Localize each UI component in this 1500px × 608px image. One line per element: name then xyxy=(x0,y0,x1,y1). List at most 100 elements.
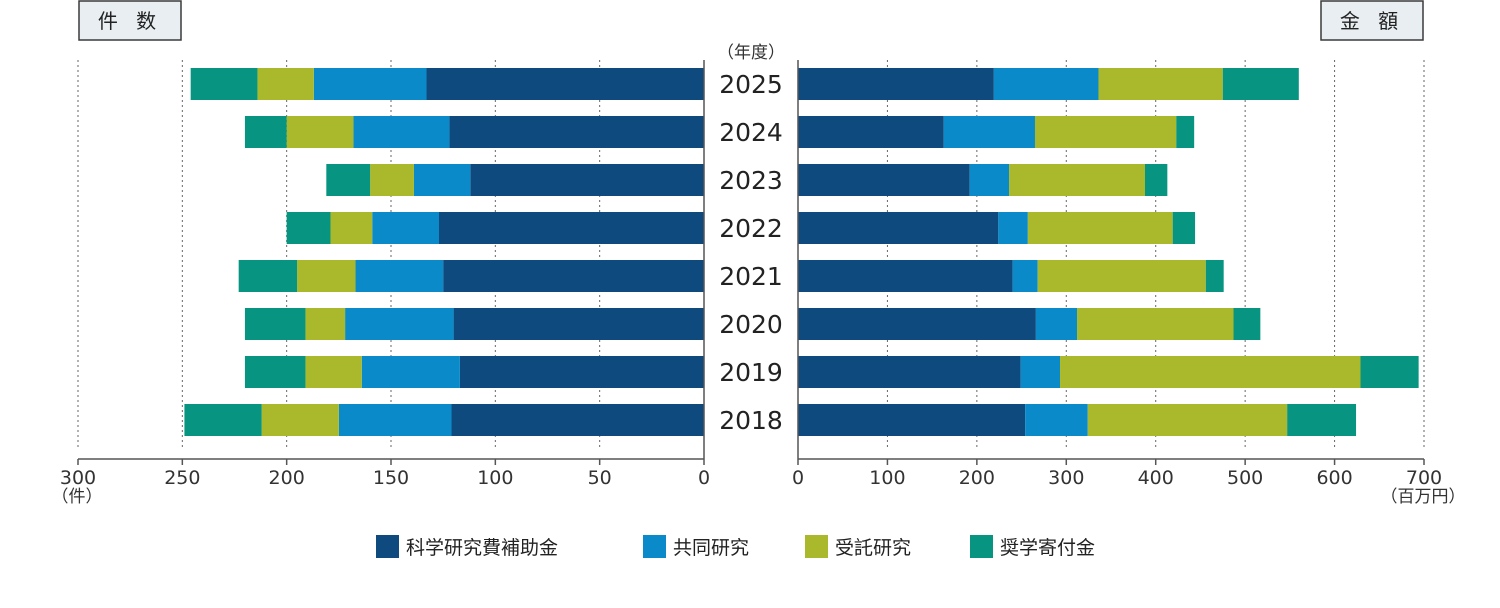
legend-label: 奨学寄付金 xyxy=(1000,537,1095,559)
year-label: 2023 xyxy=(719,166,783,195)
left-bar-2025-s1 xyxy=(313,68,427,100)
left-bar-2023-s3 xyxy=(326,164,371,196)
left-bar-2020-s0 xyxy=(453,308,704,340)
left-bar-2024-s0 xyxy=(449,116,704,148)
right-bar-2023-s1 xyxy=(969,164,1010,196)
left-bar-2023-s2 xyxy=(370,164,414,196)
right-bar-2021-s1 xyxy=(1012,260,1038,292)
left-tick-label: 100 xyxy=(477,467,513,489)
left-unit-label: （件） xyxy=(52,487,103,507)
left-bar-2018-s0 xyxy=(451,404,704,436)
right-bar-2024-s3 xyxy=(1176,116,1195,148)
left-bar-2023-s0 xyxy=(470,164,704,196)
right-bar-2021-s3 xyxy=(1205,260,1224,292)
bars xyxy=(184,68,1419,436)
right-bar-2019-s0 xyxy=(798,356,1021,388)
right-bar-2024-s2 xyxy=(1034,116,1177,148)
right-bar-2023-s3 xyxy=(1144,164,1168,196)
left-bar-2020-s2 xyxy=(305,308,346,340)
left-bar-2021-s0 xyxy=(443,260,704,292)
right-bar-2025-s3 xyxy=(1222,68,1299,100)
right-bar-2019-s2 xyxy=(1060,356,1361,388)
year-label: 2020 xyxy=(719,310,783,339)
right-bar-2019-s1 xyxy=(1020,356,1061,388)
right-bar-2022-s1 xyxy=(998,212,1028,244)
left-bar-2020-s3 xyxy=(244,308,306,340)
left-panel-title: 件 数 xyxy=(78,0,182,41)
left-bar-2025-s3 xyxy=(190,68,258,100)
left-bar-2021-s2 xyxy=(297,260,356,292)
category-header: （年度） xyxy=(717,43,785,63)
right-bar-2022-s2 xyxy=(1027,212,1173,244)
right-bar-2023-s0 xyxy=(798,164,970,196)
left-bar-2025-s0 xyxy=(426,68,704,100)
right-tick-label: 0 xyxy=(792,467,804,489)
left-bar-2025-s2 xyxy=(257,68,314,100)
legend-swatch xyxy=(376,535,399,558)
legend-label: 受託研究 xyxy=(835,537,911,559)
left-bar-2018-s3 xyxy=(184,404,262,436)
right-tick-label: 400 xyxy=(1138,467,1174,489)
left-bar-2024-s2 xyxy=(286,116,354,148)
legend-swatch xyxy=(970,535,993,558)
left-bar-2019-s3 xyxy=(244,356,306,388)
left-bar-2021-s1 xyxy=(355,260,444,292)
left-tick-label: 250 xyxy=(164,467,200,489)
legend: 科学研究費補助金 共同研究 受託研究 奨学寄付金 xyxy=(376,535,1095,559)
right-bar-2018-s0 xyxy=(798,404,1026,436)
right-bar-2021-s2 xyxy=(1037,260,1206,292)
left-tick-label: 200 xyxy=(269,467,305,489)
right-panel-title: 金 額 xyxy=(1320,0,1424,41)
left-bar-2018-s1 xyxy=(338,404,452,436)
legend-label: 共同研究 xyxy=(673,537,749,559)
left-bar-2022-s3 xyxy=(286,212,331,244)
year-label: 2024 xyxy=(719,118,783,147)
year-label: 2018 xyxy=(719,406,783,435)
left-tick-label: 0 xyxy=(698,467,710,489)
legend-label: 科学研究費補助金 xyxy=(406,537,558,559)
right-tick-label: 300 xyxy=(1048,467,1084,489)
year-label: 2022 xyxy=(719,214,783,243)
right-tick-label: 700 xyxy=(1406,467,1442,489)
left-panel-title-text: 件 数 xyxy=(98,9,162,33)
left-bar-2024-s3 xyxy=(244,116,287,148)
right-bar-2023-s2 xyxy=(1009,164,1145,196)
right-bar-2025-s1 xyxy=(993,68,1099,100)
right-bar-2020-s2 xyxy=(1077,308,1234,340)
right-tick-label: 500 xyxy=(1227,467,1263,489)
right-bar-2019-s3 xyxy=(1360,356,1419,388)
left-tick-label: 150 xyxy=(373,467,409,489)
right-bar-2020-s1 xyxy=(1035,308,1078,340)
right-tick-label: 200 xyxy=(959,467,995,489)
right-bar-2024-s1 xyxy=(943,116,1035,148)
right-tick-label: 600 xyxy=(1316,467,1352,489)
right-bar-2024-s0 xyxy=(798,116,944,148)
year-label: 2019 xyxy=(719,358,783,387)
right-bar-2018-s2 xyxy=(1087,404,1288,436)
left-bar-2022-s1 xyxy=(372,212,439,244)
right-bar-2021-s0 xyxy=(798,260,1013,292)
year-labels: 2025 2024 2023 2022 2021 2020 2019 2018 xyxy=(719,70,783,435)
right-panel-title-text: 金 額 xyxy=(1340,9,1404,33)
left-bar-2021-s3 xyxy=(238,260,298,292)
left-bar-2024-s1 xyxy=(353,116,450,148)
left-bar-2022-s0 xyxy=(438,212,704,244)
left-bar-2019-s2 xyxy=(305,356,362,388)
axes: 300 250 200 150 100 50 0 0 100 200 300 400 500 600 700 xyxy=(60,60,1442,489)
legend-swatch xyxy=(805,535,828,558)
right-bar-2020-s3 xyxy=(1233,308,1261,340)
left-tick-label: 50 xyxy=(588,467,612,489)
left-bar-2018-s2 xyxy=(261,404,339,436)
year-label: 2025 xyxy=(719,70,783,99)
right-bar-2020-s0 xyxy=(798,308,1036,340)
left-bar-2019-s1 xyxy=(361,356,460,388)
right-bar-2018-s1 xyxy=(1025,404,1088,436)
left-bar-2019-s0 xyxy=(459,356,704,388)
right-bar-2022-s0 xyxy=(798,212,999,244)
right-unit-label: （百万円） xyxy=(1381,487,1466,507)
left-bar-2020-s1 xyxy=(345,308,454,340)
left-tick-label: 300 xyxy=(60,467,96,489)
legend-swatch xyxy=(643,535,666,558)
right-bar-2025-s2 xyxy=(1098,68,1223,100)
